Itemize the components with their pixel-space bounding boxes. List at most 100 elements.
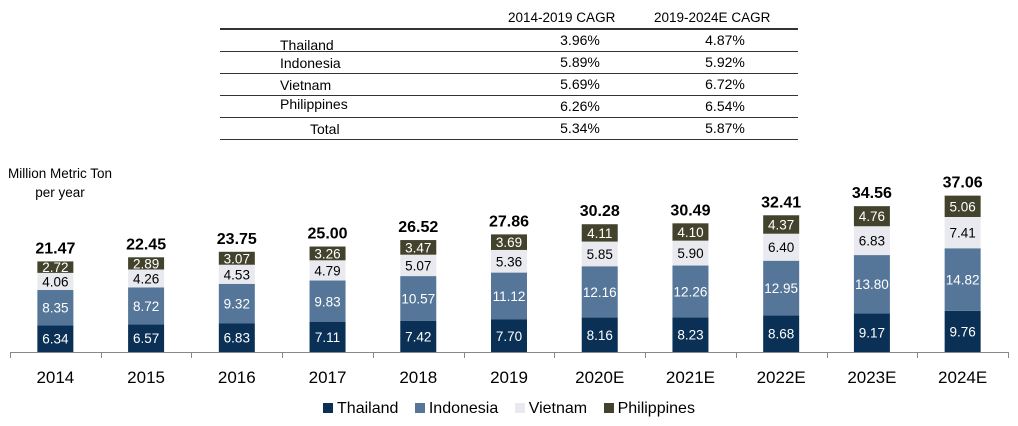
data-label: 4.37 [768,217,794,232]
data-label: 3.47 [405,240,431,255]
data-label: 9.76 [949,324,975,339]
data-label: 7.41 [949,226,975,241]
y-axis-label: Million Metric Ton per year [8,164,112,202]
bar-segment-vietnam [218,264,255,284]
cagr-2014-2019: 5.89% [560,54,600,70]
bar-segment-indonesia [400,276,437,321]
table-row: Vietnam 5.69% 6.72% [220,74,798,96]
data-label: 13.80 [855,277,889,292]
bar-segment-thailand [491,319,527,352]
bar-segment-vietnam [491,249,527,273]
bar-segment-vietnam [944,217,981,249]
total-label: 34.56 [852,185,892,202]
bar-segment-philippines [672,223,709,241]
legend-swatch [323,403,334,413]
bar-segment-thailand [672,317,709,352]
bar-segment-indonesia [491,272,527,320]
bar-segment-philippines [763,215,800,234]
data-label: 5.06 [949,199,975,214]
data-label: 4.26 [133,271,159,286]
total-label: 32.41 [761,194,801,211]
data-label: 8.35 [42,301,68,316]
data-label: 8.72 [133,299,159,314]
table-row-total: Total 5.34% 5.87% [220,118,798,140]
legend: Thailand Indonesia Vietnam Philippines [0,400,1018,418]
cagr-2014-2019: 5.69% [560,76,600,92]
x-tick-label: 2016 [218,368,256,387]
cagr-2019-2024e: 4.87% [705,32,745,48]
data-label: 2.89 [133,256,159,271]
bar-segment-vietnam [763,233,800,261]
bar-segment-thailand [218,323,255,352]
x-tick-label: 2015 [127,368,165,387]
bar-segment-philippines [400,240,437,255]
data-label: 8.23 [677,328,703,343]
legend-item-thailand: Thailand [323,400,398,418]
legend-label: Indonesia [428,400,499,417]
bar-segment-philippines [581,224,618,242]
row-label: Philippines [280,96,348,112]
cagr-2014-2019: 3.96% [560,32,600,48]
legend-label: Philippines [617,400,695,417]
data-label: 9.17 [859,326,885,341]
cagr-2014-2019: 6.26% [560,98,600,114]
bar-segment-thailand [944,310,981,352]
y-axis-label-line-2: per year [35,185,85,200]
cagr-table: 2014-2019 CAGR 2019-2024E CAGR Thailand … [220,6,798,140]
bar-segment-vietnam [128,269,165,288]
data-label: 9.83 [314,294,340,309]
header-cagr-2014-2019: 2014-2019 CAGR [508,10,616,25]
data-label: 6.83 [224,331,250,346]
bar-segment-philippines [309,246,346,261]
bar-segment-thailand [763,315,800,352]
data-label: 6.40 [768,240,794,255]
bar-segment-philippines [37,261,74,273]
data-label: 7.70 [496,329,522,344]
data-label: 4.76 [859,209,885,224]
bar-segment-thailand [309,321,346,352]
row-label: Indonesia [280,55,341,71]
data-label: 6.57 [133,331,159,346]
bar-segment-thailand [37,325,74,352]
bar-segment-indonesia [218,283,255,324]
total-label: 22.45 [126,236,166,253]
data-label: 5.07 [405,258,431,273]
cagr-2019-2024e: 6.72% [705,76,745,92]
x-tick-label: 2021E [666,368,715,387]
table-header: 2014-2019 CAGR 2019-2024E CAGR [220,6,798,30]
bar-segment-indonesia [581,266,618,318]
bar-segment-indonesia [128,287,165,325]
data-label: 4.53 [224,267,250,282]
bar-segment-philippines [218,251,255,265]
cagr-2019-2024e: 6.54% [705,98,745,114]
data-label: 3.26 [314,246,340,261]
data-label: 3.69 [496,235,522,250]
total-label: 21.47 [35,240,75,257]
data-label: 9.32 [224,297,250,312]
cagr-2019-2024e: 5.87% [705,120,745,136]
bar-segment-thailand [128,324,165,352]
bar-segment-indonesia [853,255,890,314]
bar-segment-indonesia [672,265,709,318]
x-tick-label: 2014 [36,368,74,387]
legend-label: Vietnam [528,400,588,417]
x-tick-label: 2020E [575,368,624,387]
data-label: 4.11 [587,226,612,241]
legend-item-philippines: Philippines [603,400,695,418]
data-label: 4.10 [677,225,703,240]
x-tick-label: 2024E [938,368,987,387]
x-tick-label: 2023E [847,368,896,387]
total-label: 27.86 [489,213,529,230]
x-tick-label: 2017 [309,368,347,387]
data-label: 12.95 [764,281,798,296]
legend-swatch [514,403,525,413]
data-label: 11.12 [493,289,526,304]
data-label: 5.85 [587,247,613,262]
legend-swatch [414,403,425,413]
legend-label: Thailand [337,400,399,417]
row-label: Total [310,121,340,137]
bar-segment-indonesia [944,248,981,311]
x-tick-label: 2022E [757,368,806,387]
legend-item-vietnam: Vietnam [514,400,588,418]
row-label: Thailand [280,37,334,53]
